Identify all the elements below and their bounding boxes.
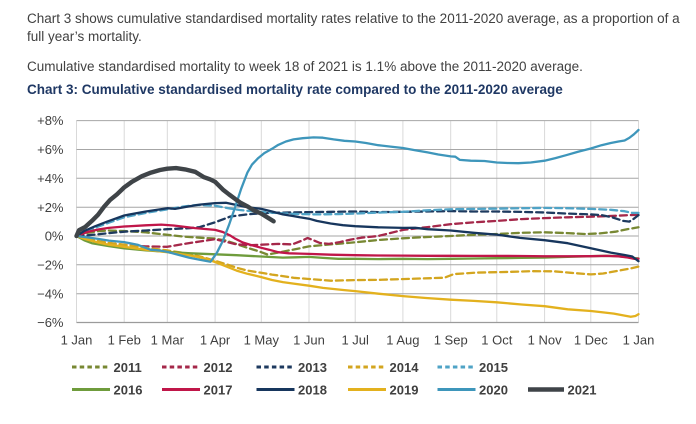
svg-text:1 Sep: 1 Sep <box>434 333 468 348</box>
svg-text:0%: 0% <box>45 229 64 244</box>
svg-text:2021: 2021 <box>568 383 597 398</box>
svg-text:2020: 2020 <box>479 383 508 398</box>
svg-text:1 Jan: 1 Jan <box>623 333 655 348</box>
svg-text:+2%: +2% <box>37 200 64 215</box>
svg-text:1 May: 1 May <box>244 333 280 348</box>
svg-text:2019: 2019 <box>390 383 419 398</box>
svg-text:+6%: +6% <box>37 142 64 157</box>
svg-text:1 Aug: 1 Aug <box>386 333 419 348</box>
svg-text:−6%: −6% <box>37 315 64 330</box>
svg-text:1 Dec: 1 Dec <box>574 333 608 348</box>
svg-text:2014: 2014 <box>390 360 420 375</box>
svg-text:+8%: +8% <box>37 113 64 128</box>
svg-text:2018: 2018 <box>298 383 327 398</box>
svg-text:−4%: −4% <box>37 286 64 301</box>
svg-text:2017: 2017 <box>204 383 233 398</box>
svg-text:2016: 2016 <box>114 383 143 398</box>
svg-text:1 Jul: 1 Jul <box>341 333 369 348</box>
svg-text:1 Jan: 1 Jan <box>61 333 93 348</box>
svg-text:1 Oct: 1 Oct <box>481 333 512 348</box>
svg-text:+4%: +4% <box>37 171 64 186</box>
svg-text:1 Jun: 1 Jun <box>293 333 325 348</box>
svg-text:2015: 2015 <box>479 360 508 375</box>
svg-text:2011: 2011 <box>114 360 142 375</box>
svg-text:1 Feb: 1 Feb <box>108 333 141 348</box>
svg-text:−2%: −2% <box>37 257 64 272</box>
svg-text:2012: 2012 <box>204 360 233 375</box>
svg-text:1 Apr: 1 Apr <box>200 333 231 348</box>
svg-text:2013: 2013 <box>298 360 327 375</box>
svg-text:1 Nov: 1 Nov <box>528 333 562 348</box>
svg-text:1 Mar: 1 Mar <box>151 333 185 348</box>
